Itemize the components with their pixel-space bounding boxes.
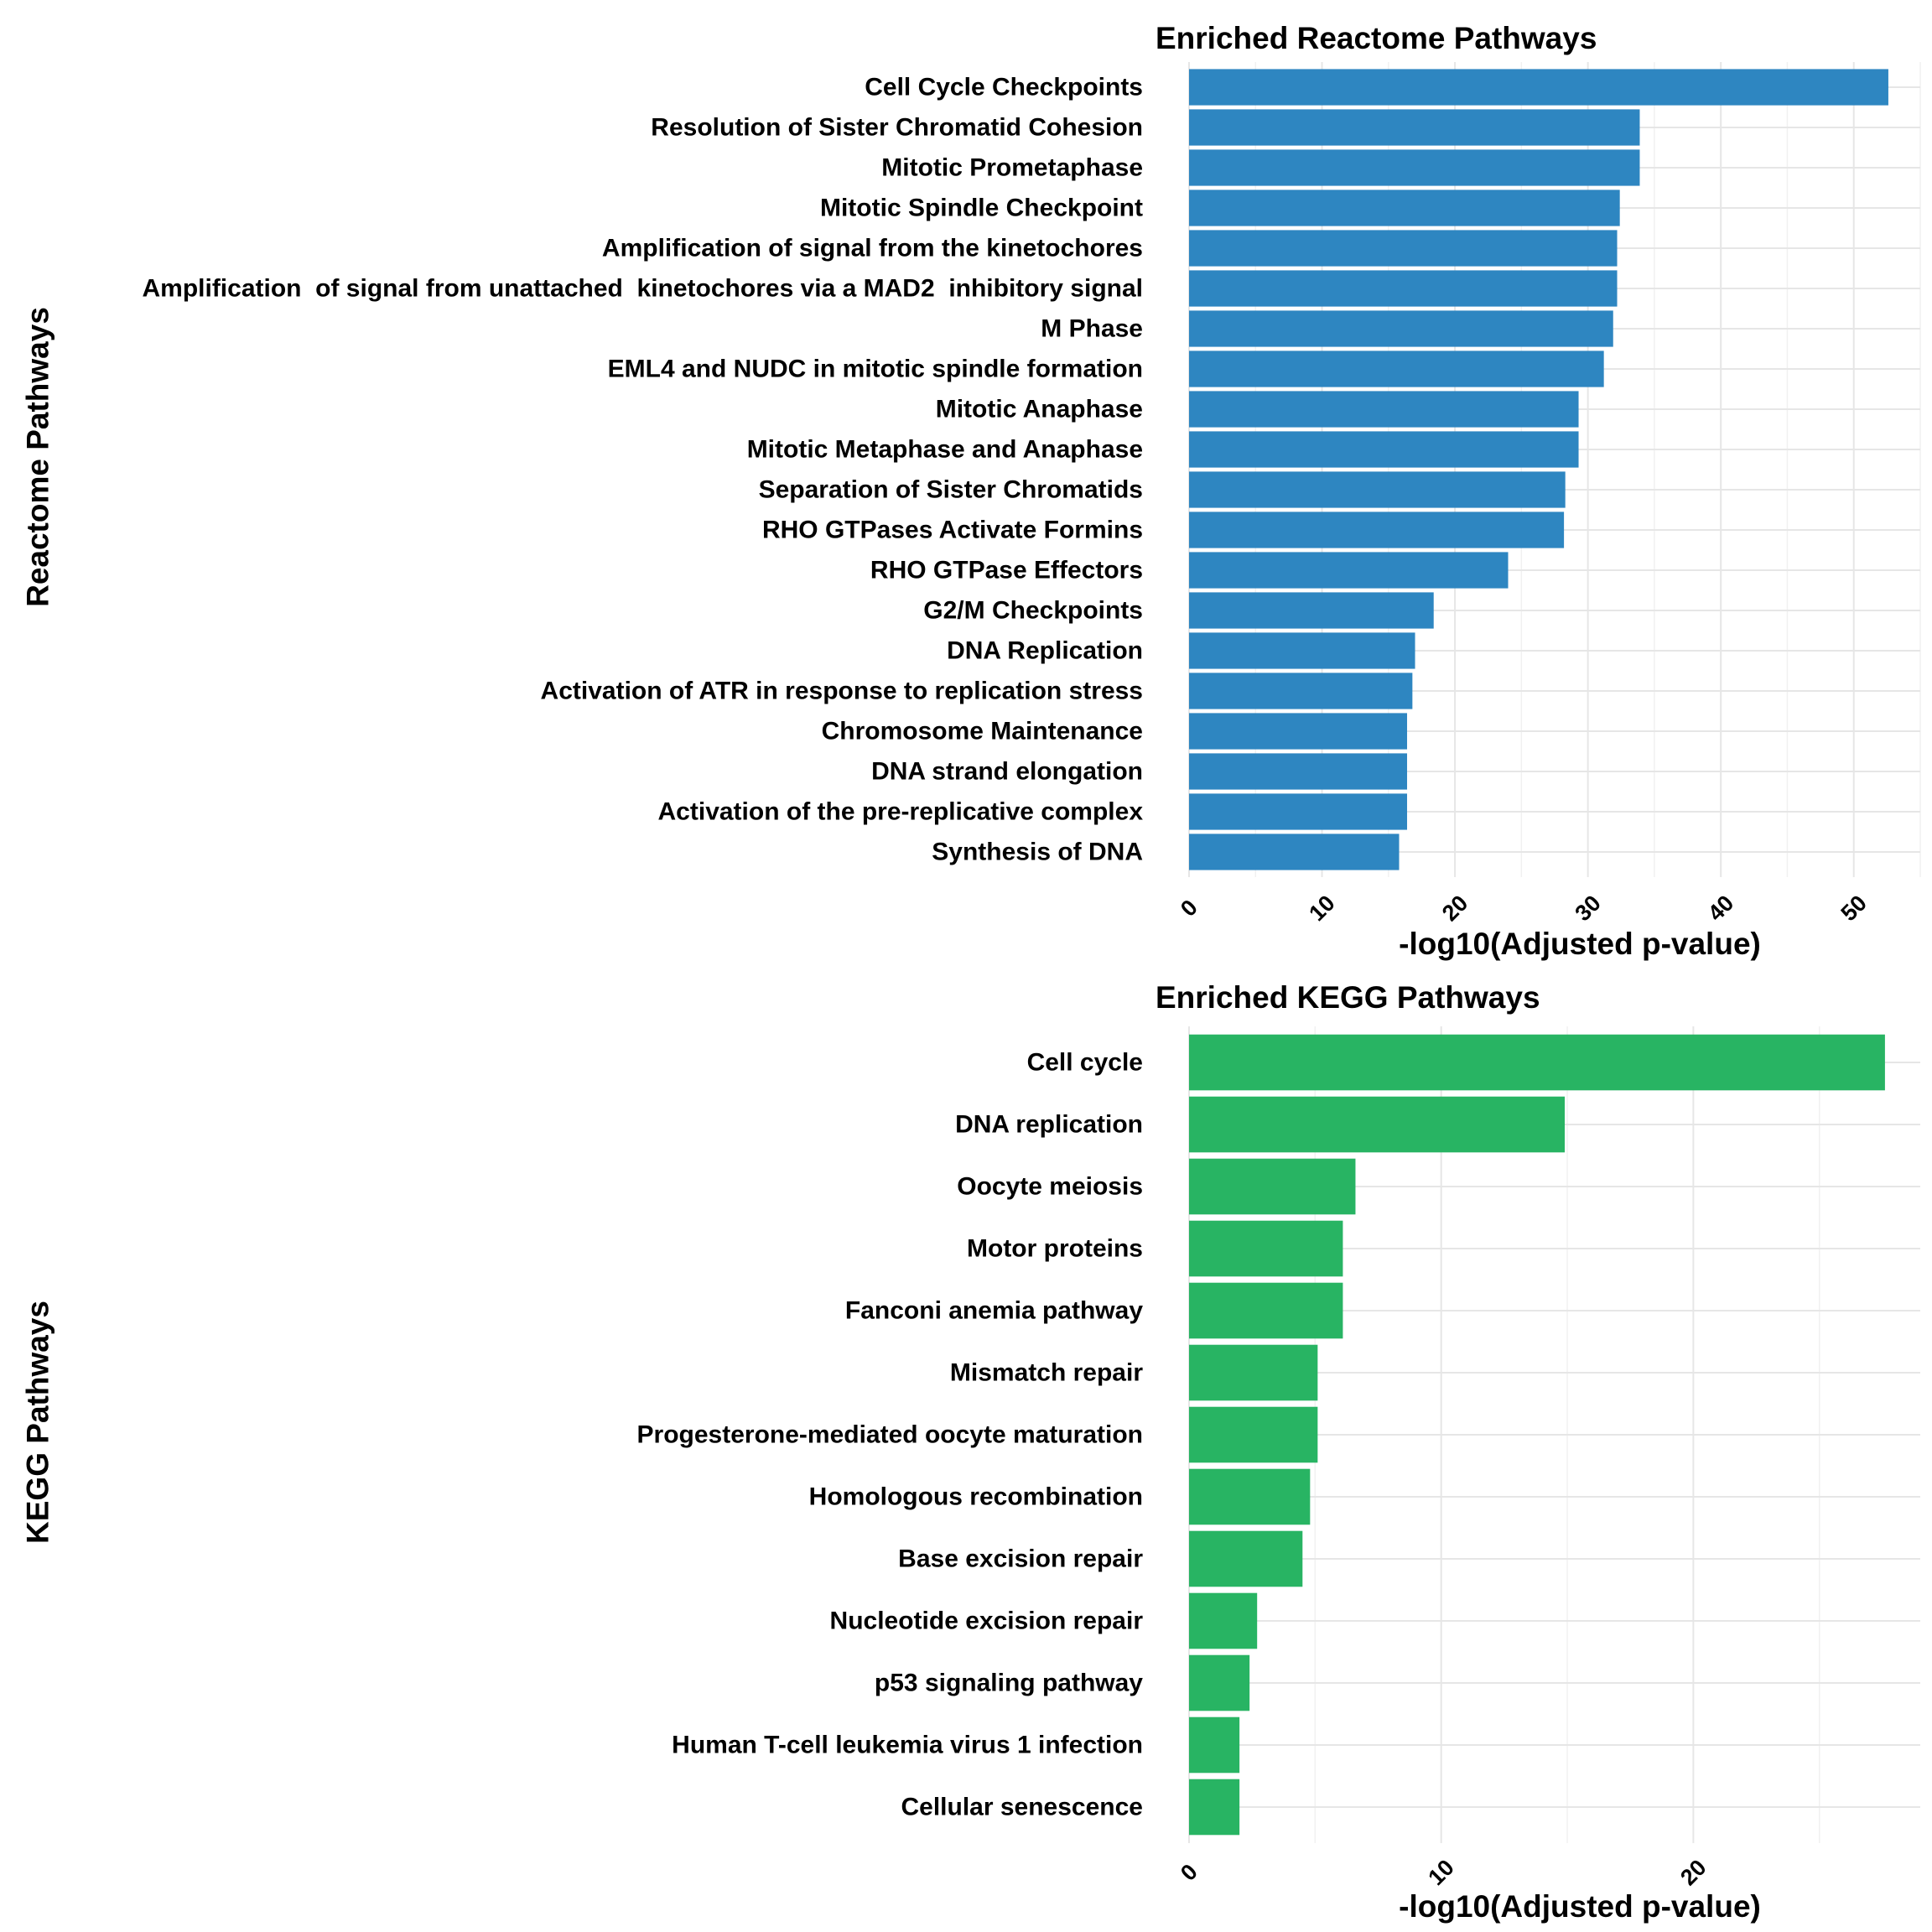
kegg-bar [1189, 1592, 1258, 1649]
reactome-bar [1189, 713, 1408, 750]
reactome-category-label: DNA strand elongation [871, 758, 1143, 786]
kegg-category-label: Human T-cell leukemia virus 1 infection [672, 1732, 1143, 1759]
kegg-bar [1189, 1530, 1303, 1587]
reactome-bar [1189, 149, 1640, 186]
reactome-category-label: Cell Cycle Checkpoints [865, 74, 1143, 101]
kegg-category-label: Homologous recombination [809, 1483, 1143, 1511]
reactome-tick-label: 40 [1703, 891, 1738, 926]
kegg-bar [1189, 1654, 1250, 1711]
reactome-category-label: EML4 and NUDC in mitotic spindle formati… [608, 356, 1143, 383]
reactome-category-label: Mitotic Anaphase [936, 396, 1143, 423]
reactome-tick-label: 0 [1176, 895, 1202, 922]
reactome-category-label: Separation of Sister Chromatids [759, 476, 1143, 504]
reactome-bar [1189, 592, 1434, 629]
reactome-bar [1189, 793, 1408, 830]
reactome-category-label: Mitotic Prometaphase [881, 154, 1143, 182]
kegg-panel: Cell cycle DNA replication Oocyte meiosis M… [21, 980, 1920, 1924]
kegg-category-label: Fanconi anemia pathway [845, 1297, 1143, 1325]
kegg-bar [1189, 1468, 1311, 1525]
reactome-bar [1189, 512, 1565, 548]
reactome-x-axis-label: -log10(Adjusted p-value) [1399, 927, 1761, 961]
reactome-category-label: RHO GTPase Effectors [870, 557, 1143, 584]
reactome-bar [1189, 632, 1415, 669]
reactome-bar [1189, 391, 1579, 428]
reactome-category-label: Amplification of signal from the kinetoc… [602, 235, 1143, 262]
kegg-category-label: Oocyte meiosis [957, 1173, 1143, 1201]
reactome-y-axis-label: Reactome Pathways [21, 307, 55, 607]
reactome-category-label: Mitotic Metaphase and Anaphase [747, 436, 1143, 464]
kegg-bar [1189, 1779, 1240, 1836]
kegg-x-axis-label: -log10(Adjusted p-value) [1399, 1889, 1761, 1924]
kegg-bar [1189, 1158, 1356, 1215]
reactome-category-label: Chromosome Maintenance [822, 718, 1143, 745]
reactome-bar [1189, 431, 1579, 468]
reactome-bar [1189, 270, 1618, 307]
kegg-bar [1189, 1282, 1343, 1339]
reactome-category-label: Mitotic Spindle Checkpoint [820, 195, 1143, 222]
reactome-title: Enriched Reactome Pathways [1156, 21, 1597, 55]
kegg-category-label: Motor proteins [967, 1235, 1143, 1263]
reactome-category-label: G2/M Checkpoints [923, 597, 1143, 625]
reactome-bar [1189, 834, 1400, 870]
reactome-bar [1189, 753, 1408, 790]
kegg-tick-label: 10 [1423, 1855, 1458, 1890]
reactome-bar [1189, 310, 1613, 347]
reactome-bar [1189, 69, 1888, 106]
kegg-tick-label: 20 [1675, 1855, 1711, 1890]
reactome-bar [1189, 230, 1618, 267]
reactome-bar [1189, 190, 1620, 226]
reactome-category-label: DNA Replication [947, 637, 1143, 665]
kegg-category-label: Cellular senescence [901, 1794, 1143, 1821]
kegg-category-label: Mismatch repair [950, 1359, 1143, 1387]
reactome-category-label: Synthesis of DNA [932, 839, 1143, 866]
kegg-bar [1189, 1406, 1318, 1463]
kegg-y-axis-label: KEGG Pathways [21, 1301, 55, 1544]
kegg-category-label: DNA replication [955, 1111, 1143, 1139]
reactome-category-label: M Phase [1041, 315, 1143, 343]
kegg-bar [1189, 1716, 1240, 1774]
kegg-bar [1189, 1220, 1343, 1277]
reactome-bar [1189, 552, 1509, 589]
reactome-tick-label: 50 [1836, 891, 1871, 926]
reactome-tick-label: 10 [1304, 891, 1339, 926]
reactome-category-label: Amplification of signal from unattached … [142, 275, 1143, 303]
kegg-category-label: Progesterone-mediated oocyte maturation [637, 1421, 1143, 1449]
reactome-bar [1189, 673, 1413, 709]
reactome-category-label: Resolution of Sister Chromatid Cohesion [651, 114, 1143, 142]
kegg-category-label: Base excision repair [898, 1545, 1143, 1573]
reactome-tick-label: 20 [1437, 891, 1472, 926]
kegg-bar [1189, 1034, 1885, 1091]
reactome-category-label: Activation of the pre-replicative comple… [658, 798, 1144, 826]
reactome-bar [1189, 351, 1604, 387]
reactome-panel: Cell Cycle Checkpoints Resolution of Sist… [21, 21, 1921, 961]
kegg-bar [1189, 1096, 1566, 1153]
reactome-category-label: RHO GTPases Activate Formins [762, 517, 1143, 544]
kegg-tick-label: 0 [1176, 1859, 1202, 1886]
kegg-category-label: Cell cycle [1027, 1049, 1143, 1077]
reactome-bar [1189, 109, 1640, 146]
kegg-category-label: p53 signaling pathway [875, 1670, 1143, 1697]
kegg-title: Enriched KEGG Pathways [1156, 980, 1540, 1015]
reactome-bar [1189, 471, 1566, 508]
reactome-category-label: Activation of ATR in response to replica… [541, 678, 1143, 705]
reactome-tick-label: 30 [1570, 891, 1605, 926]
kegg-category-label: Nucleotide excision repair [830, 1607, 1144, 1635]
kegg-bar [1189, 1344, 1318, 1401]
